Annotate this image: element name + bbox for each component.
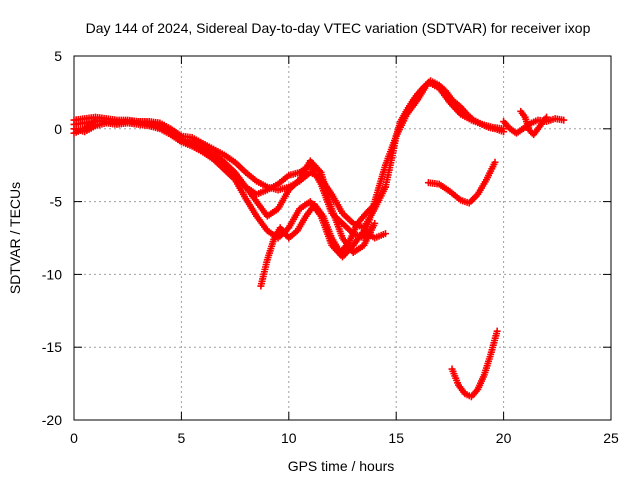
data-point — [560, 116, 568, 124]
x-tick-label: 10 — [281, 430, 297, 446]
x-tick-label: 20 — [496, 430, 512, 446]
x-tick-label: 0 — [70, 430, 78, 446]
y-tick-label: -10 — [42, 266, 62, 282]
series-track-10 — [517, 107, 551, 139]
y-tick-label: -5 — [50, 194, 63, 210]
data-point — [500, 128, 508, 136]
data-point — [493, 327, 501, 335]
data-point — [381, 230, 389, 238]
data-point — [543, 113, 551, 121]
y-axis-label: SDTVAR / TECUs — [7, 182, 23, 294]
plot-frame — [73, 55, 612, 421]
axis-ticks — [73, 55, 612, 421]
data-marks — [70, 77, 568, 401]
y-tick-label: 0 — [54, 121, 62, 137]
x-axis-label: GPS time / hours — [288, 458, 395, 474]
y-tick-labels: 5 0 -5 -10 -15 -20 — [42, 48, 62, 428]
chart-title: Day 144 of 2024, Sidereal Day-to-day VTE… — [86, 20, 591, 36]
data-point — [371, 219, 379, 227]
y-tick-label: 5 — [54, 48, 62, 64]
data-point — [491, 158, 499, 166]
y-tick-label: -15 — [42, 339, 62, 355]
x-tick-label: 5 — [178, 430, 186, 446]
series-track-7 — [424, 158, 499, 207]
series-track-6 — [381, 77, 508, 191]
x-tick-labels: 0 5 10 15 20 25 — [70, 430, 619, 446]
series-track-8 — [448, 327, 501, 401]
y-tick-label: -20 — [42, 412, 62, 428]
x-tick-label: 15 — [388, 430, 404, 446]
data-point — [371, 201, 379, 209]
x-tick-label: 25 — [603, 430, 619, 446]
series-track-5 — [257, 201, 379, 290]
